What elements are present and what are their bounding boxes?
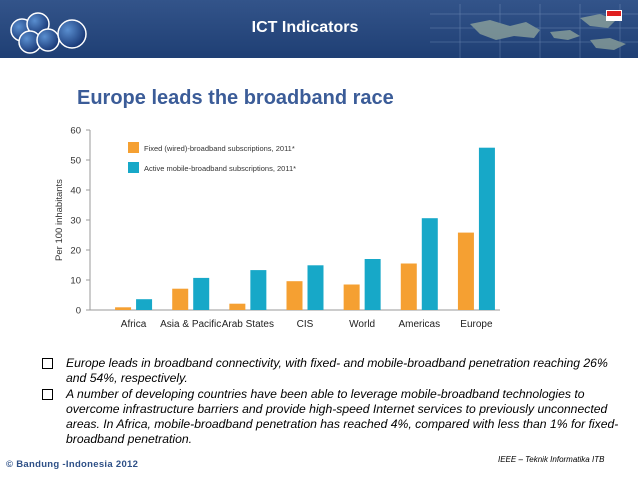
y-tick-label: 50 — [70, 156, 81, 167]
map-decoration-icon — [430, 4, 638, 58]
bar-mobile-broadband — [136, 299, 153, 310]
y-tick-label: 20 — [70, 246, 81, 257]
legend-swatch — [128, 142, 139, 153]
y-tick-label: 60 — [70, 126, 81, 137]
bar-fixed-broadband — [172, 288, 189, 310]
x-tick-label: CIS — [297, 319, 314, 330]
bar-mobile-broadband — [478, 147, 495, 310]
y-tick-label: 10 — [70, 276, 81, 287]
y-axis-label: Per 100 inhabitants — [54, 179, 65, 261]
bullet-text: A number of developing countries have be… — [66, 387, 619, 446]
x-tick-label: Asia & Pacific — [160, 319, 221, 330]
bar-mobile-broadband — [421, 218, 438, 310]
slide-title: Europe leads the broadband race — [77, 87, 394, 109]
y-tick-label: 40 — [70, 186, 81, 197]
x-tick-label: Europe — [460, 319, 493, 330]
bar-fixed-broadband — [286, 281, 303, 310]
bullet-item: A number of developing countries have be… — [42, 387, 622, 447]
bar-mobile-broadband — [193, 277, 210, 310]
legend-label: Active mobile-broadband subscriptions, 2… — [144, 164, 296, 173]
header-title: ICT Indicators — [251, 19, 359, 36]
legend-label: Fixed (wired)-broadband subscriptions, 2… — [144, 144, 295, 153]
bar-mobile-broadband — [307, 265, 324, 310]
bullet-text: Europe leads in broadband connectivity, … — [66, 356, 608, 385]
bar-fixed-broadband — [457, 232, 474, 310]
x-tick-label: Arab States — [222, 319, 274, 330]
footer-institution: IEEE – Teknik Informatika ITB — [498, 455, 605, 464]
broadband-bar-chart: 0 10 20 30 40 50 60 Per 100 inhabitants Africa As… — [54, 126, 500, 330]
x-tick-label: World — [349, 319, 375, 330]
bullet-item: Europe leads in broadband connectivity, … — [42, 356, 622, 386]
bar-mobile-broadband — [364, 259, 381, 310]
checkbox-bullet-icon — [42, 358, 53, 369]
footer-copyright: © Bandung -Indonesia 2012 — [6, 459, 139, 470]
x-tick-label: Africa — [121, 319, 147, 330]
y-tick-label: 30 — [70, 216, 81, 227]
checkbox-bullet-icon — [42, 389, 53, 400]
y-tick-label: 0 — [76, 306, 81, 317]
x-tick-label: Americas — [398, 319, 440, 330]
bar-fixed-broadband — [343, 284, 360, 310]
bar-fixed-broadband — [229, 303, 246, 310]
bar-fixed-broadband — [400, 263, 417, 310]
header-bar: ICT Indicators — [0, 0, 638, 58]
bullet-list: Europe leads in broadband connectivity, … — [42, 356, 622, 448]
bar-mobile-broadband — [250, 270, 267, 310]
logo-circles-icon — [10, 12, 87, 54]
bar-fixed-broadband — [115, 307, 132, 310]
indonesia-flag-icon — [606, 10, 622, 21]
legend-swatch — [128, 162, 139, 173]
